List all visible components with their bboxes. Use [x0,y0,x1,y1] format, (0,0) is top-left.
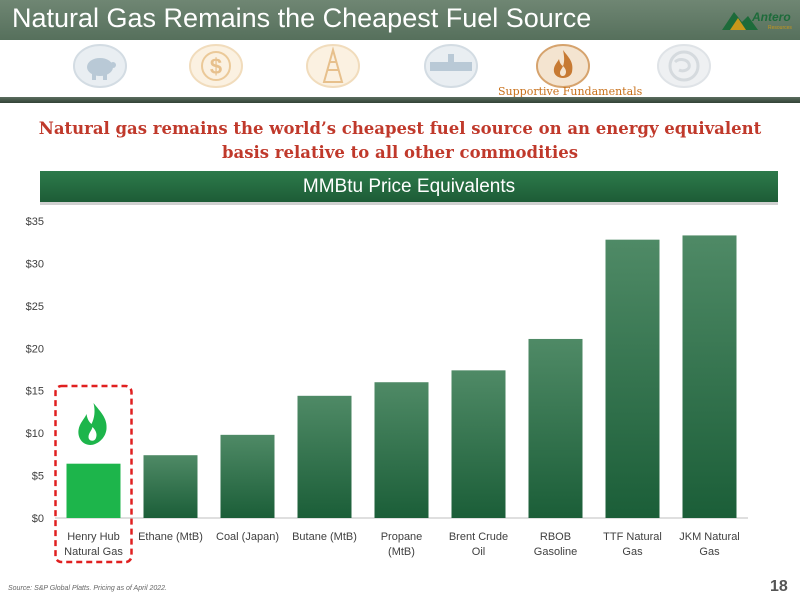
globe-icon[interactable] [657,44,711,88]
bar [374,382,429,518]
y-tick-label: $0 [32,513,44,525]
x-tick-label: Ethane (MtB) [138,531,203,543]
x-tick-label: Henry Hub [67,531,120,543]
x-tick-label: Oil [472,546,485,558]
bar [66,463,121,518]
chart-title: MMBtu Price Equivalents [302,176,516,197]
bar [682,235,737,518]
x-tick-label: Natural Gas [64,546,123,558]
y-tick-label: $15 [26,386,44,398]
bar [528,338,583,518]
x-tick-label: Gasoline [534,546,577,558]
headline: Natural gas remains the world’s cheapest… [38,119,762,162]
flame-icon[interactable] [536,44,590,88]
dollar-icon[interactable]: $ [189,44,243,88]
bar-chart: $0 $5 $10 $15 $20 $25 $30 $35 Henry Hub Natural … [26,216,748,564]
x-tick-label: RBOB [540,531,571,543]
x-tick-label: Butane (MtB) [292,531,357,543]
page-title: Natural Gas Remains the Cheapest Fuel So… [12,3,592,33]
piggy-bank-icon[interactable] [73,44,127,88]
y-tick-label: $30 [26,258,44,270]
x-tick-label: Coal (Japan) [216,531,279,543]
oil-rig-icon[interactable] [306,44,360,88]
x-tick-label: Brent Crude [449,531,508,543]
bar [605,239,660,518]
x-tick-label: TTF Natural [603,531,662,543]
source-note: Source: S&P Global Platts. Pricing as of… [8,585,168,592]
nav-active-label: Supportive Fundamentals [498,85,643,98]
antero-logo [722,12,758,30]
title-bar: Natural Gas Remains the Cheapest Fuel So… [0,0,800,40]
header-divider [0,97,800,103]
y-tick-label: $5 [32,471,44,483]
x-tick-label: Propane [381,531,423,543]
bar [451,370,506,518]
bar [143,455,198,518]
flame-icon [78,403,107,445]
logo-subtext: Resources [768,25,792,31]
bar [297,395,352,518]
x-tick-label: JKM Natural [679,531,740,543]
x-tick-label: Gas [699,546,720,558]
highlight-box [54,384,133,564]
pipeline-icon[interactable] [424,44,478,88]
y-tick-label: $20 [26,343,44,355]
x-tick-label: (MtB) [388,546,415,558]
page-number: 18 [770,578,788,595]
y-tick-label: $35 [26,216,44,228]
bar [220,434,275,518]
x-tick-label: Gas [622,546,643,558]
y-tick-label: $25 [26,301,44,313]
svg-text:$: $ [210,54,222,79]
logo-text: Antero [752,10,791,24]
chart-banner: MMBtu Price Equivalents [40,171,778,205]
y-tick-label: $10 [26,428,44,440]
